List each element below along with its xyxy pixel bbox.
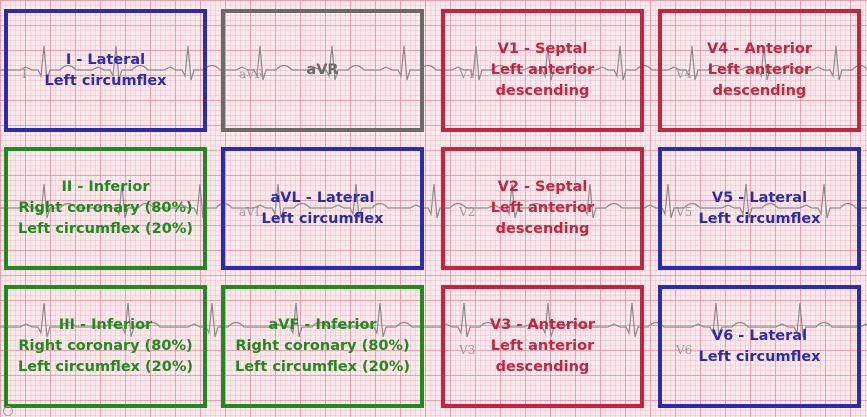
lead-caption: V5 - Lateral Left circumflex: [698, 188, 820, 230]
artery-label: Left anterior: [707, 62, 812, 78]
artery-label: Left circumflex: [261, 210, 384, 227]
artery-label: Left circumflex (20%): [234, 359, 411, 375]
ecg-lead-label: V3: [459, 342, 476, 357]
lead-caption: V3 - Anterior Left anterior descending: [490, 315, 595, 378]
artery-label: Left circumflex: [698, 210, 821, 227]
artery-label: Right coronary (80%): [235, 338, 410, 354]
ecg-lead-label: V1: [459, 66, 476, 81]
lead-caption: V4 - Anterior Left anterior descending: [707, 39, 812, 102]
ecg-lead-label: V2: [459, 204, 476, 219]
lead-title: V5 - Lateral: [711, 189, 808, 206]
ecg-lead-label: I: [22, 66, 27, 81]
lead-title: V2 - Septal: [497, 179, 588, 195]
lead-caption: III - Inferior Right coronary (80%) Left c…: [18, 315, 193, 378]
lead-title: aVR: [306, 62, 339, 78]
lead-title: V1 - Septal: [497, 41, 588, 57]
lead-caption: II - Inferior Right coronary (80%) Left ci…: [18, 177, 193, 240]
lead-title: V3 - Anterior: [490, 317, 595, 333]
ecg-lead-label: aVR: [239, 66, 264, 81]
lead-box-v1: V1 - Septal Left anterior descending: [441, 9, 644, 132]
artery-label: descending: [712, 83, 807, 99]
artery-label: Left circumflex (20%): [17, 221, 194, 237]
artery-label: Left circumflex (20%): [17, 359, 194, 375]
lead-title: aVL - Lateral: [270, 189, 375, 206]
lead-box-v6: V6 - Lateral Left circumflex: [658, 285, 861, 408]
lead-title: aVF - Inferior: [268, 317, 377, 333]
lead-caption: aVF - Inferior Right coronary (80%) Left c…: [235, 315, 410, 378]
artery-label: descending: [495, 83, 590, 99]
artery-label: Right coronary (80%): [18, 338, 193, 354]
lead-box-iii: III - Inferior Right coronary (80%) Left c…: [4, 285, 207, 408]
artery-label: descending: [495, 221, 590, 237]
lead-title: V4 - Anterior: [707, 41, 812, 57]
ecg-lead-label: V6: [676, 342, 693, 357]
lead-caption: I - Lateral Left circumflex: [44, 50, 166, 92]
lead-box-avf: aVF - Inferior Right coronary (80%) Left c…: [221, 285, 424, 408]
lead-caption: V2 - Septal Left anterior descending: [491, 177, 594, 240]
lead-caption: V6 - Lateral Left circumflex: [698, 326, 820, 368]
artery-label: descending: [495, 359, 590, 375]
lead-box-avl: aVL - Lateral Left circumflex: [221, 147, 424, 270]
lead-box-i: I - Lateral Left circumflex: [4, 9, 207, 132]
lead-title: I - Lateral: [65, 51, 146, 68]
ecg-lead-label: aVL: [239, 204, 263, 219]
lead-box-avr: aVR: [221, 9, 424, 132]
lead-title: II - Inferior: [61, 179, 150, 195]
lead-title: V6 - Lateral: [711, 327, 808, 344]
lead-caption: aVL - Lateral Left circumflex: [261, 188, 383, 230]
ecg-lead-label: V4: [676, 66, 693, 81]
artery-label: Left circumflex: [698, 348, 821, 365]
artery-label: Left anterior: [490, 62, 595, 78]
ecg-trace-row-2: [0, 183, 867, 219]
lead-caption: V1 - Septal Left anterior descending: [491, 39, 594, 102]
artery-label: Left anterior: [490, 200, 595, 216]
artery-label: Left circumflex: [44, 72, 167, 89]
lead-box-v2: V2 - Septal Left anterior descending: [441, 147, 644, 270]
artery-label: Left anterior: [490, 338, 595, 354]
artery-label: Right coronary (80%): [18, 200, 193, 216]
lead-box-v3: V3 - Anterior Left anterior descending: [441, 285, 644, 408]
ecg-trace-row-3: [0, 302, 867, 338]
lead-caption: aVR: [306, 60, 338, 81]
lead-box-ii: II - Inferior Right coronary (80%) Left ci…: [4, 147, 207, 270]
lead-box-v4: V4 - Anterior Left anterior descending: [658, 9, 861, 132]
lead-title: III - Inferior: [58, 317, 153, 333]
lead-box-v5: V5 - Lateral Left circumflex: [658, 147, 861, 270]
ecg-lead-label: V5: [676, 204, 693, 219]
watermark-icon: [3, 406, 13, 416]
